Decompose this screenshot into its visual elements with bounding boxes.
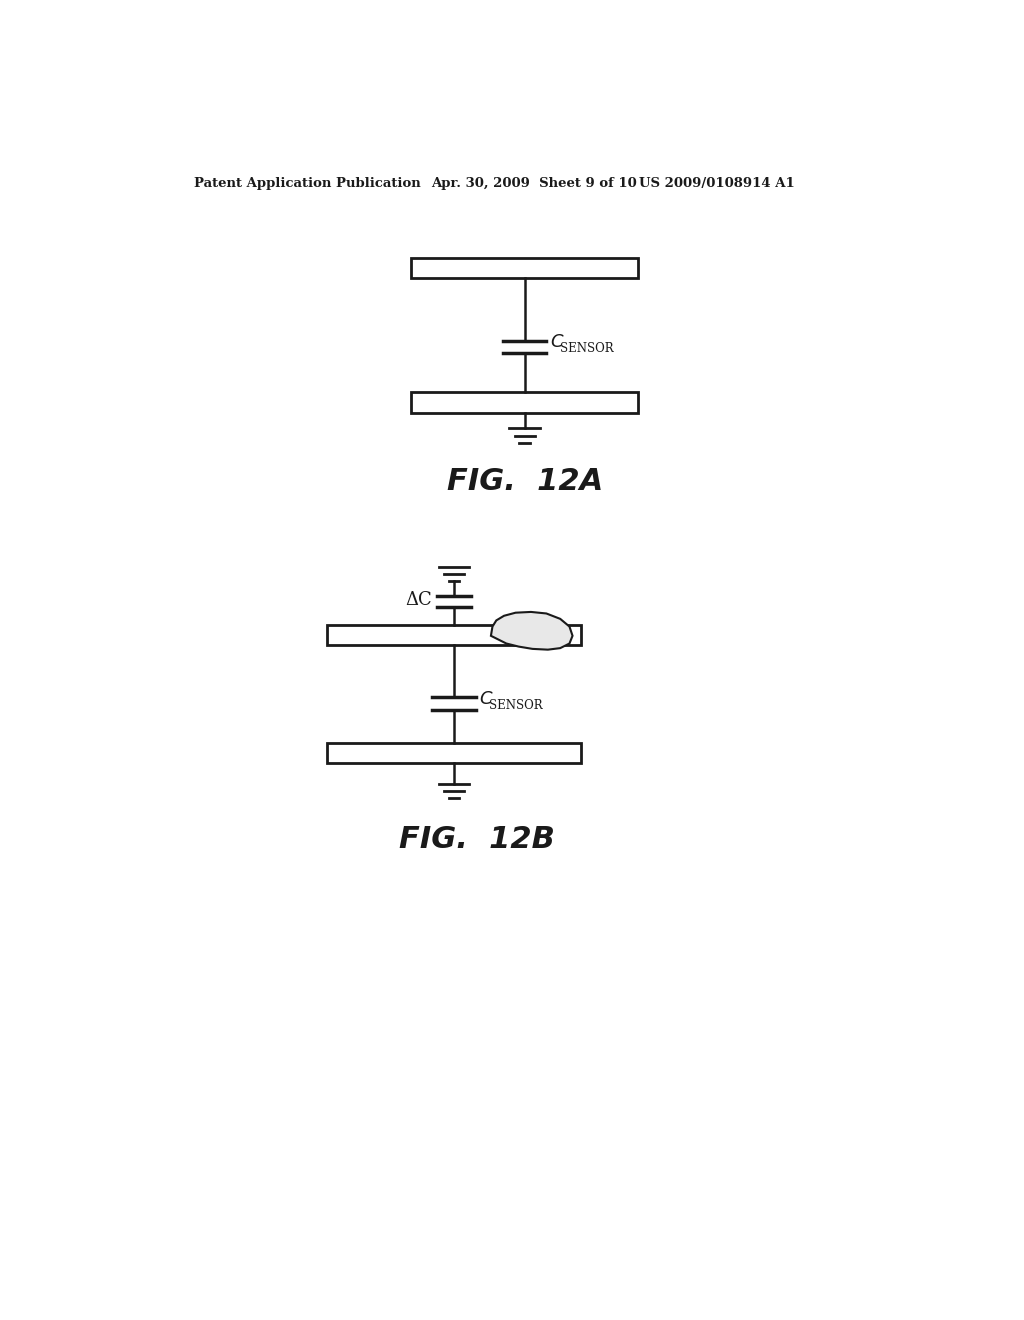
- Text: Patent Application Publication: Patent Application Publication: [194, 177, 421, 190]
- Text: ΔC: ΔC: [406, 591, 432, 610]
- Bar: [412, 257, 638, 277]
- Text: $C$: $C$: [479, 690, 494, 708]
- Polygon shape: [490, 612, 572, 649]
- Bar: [412, 392, 638, 412]
- Text: US 2009/0108914 A1: US 2009/0108914 A1: [639, 177, 795, 190]
- Bar: [327, 626, 581, 645]
- Text: $C$: $C$: [550, 334, 564, 351]
- Text: Apr. 30, 2009  Sheet 9 of 10: Apr. 30, 2009 Sheet 9 of 10: [431, 177, 637, 190]
- Text: SENSOR: SENSOR: [560, 342, 613, 355]
- Text: SENSOR: SENSOR: [489, 698, 543, 711]
- Text: FIG.  12B: FIG. 12B: [399, 825, 555, 854]
- Text: FIG.  12A: FIG. 12A: [446, 467, 603, 496]
- Bar: [327, 743, 581, 763]
